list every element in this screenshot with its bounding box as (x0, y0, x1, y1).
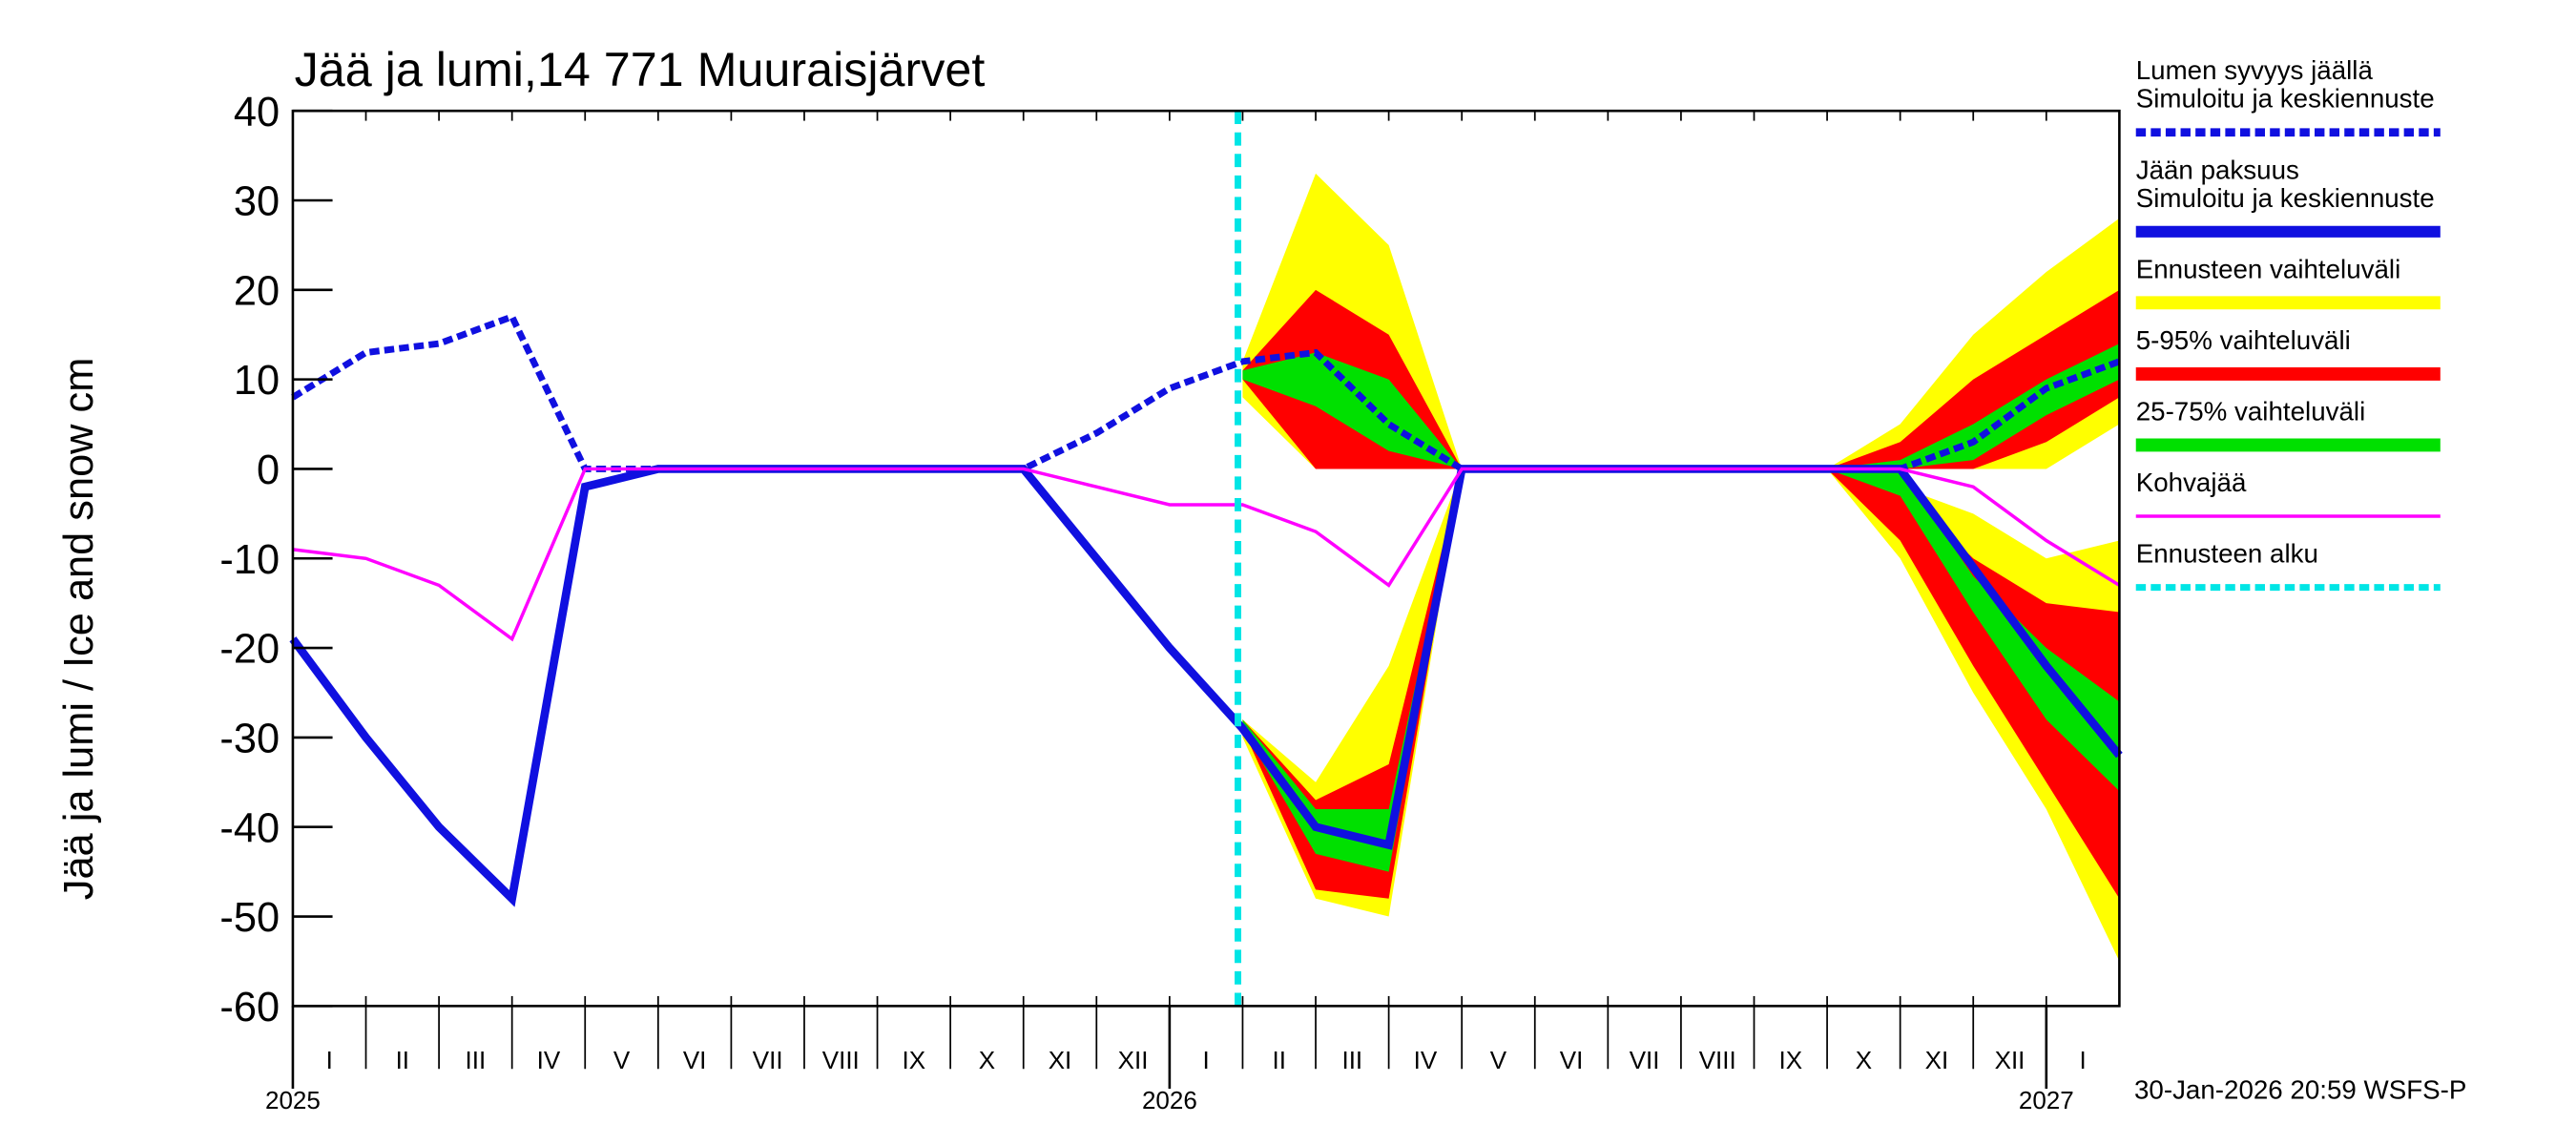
y-tick-label: -50 (219, 895, 280, 941)
x-tick-label: VII (753, 1046, 783, 1074)
x-tick-label: III (466, 1046, 487, 1074)
y-tick-label: 40 (234, 90, 280, 135)
series-line (291, 312, 2121, 472)
legend-label: Simuloitu ja keskiennuste (2136, 84, 2435, 114)
chart-title: Jää ja lumi,14 771 Muuraisjärvet (295, 42, 986, 96)
year-tick-label: 2026 (1142, 1086, 1197, 1114)
x-tick-label: X (979, 1046, 995, 1074)
x-tick-label: XII (1995, 1046, 2025, 1074)
legend-label: 5-95% vaihteluväli (2136, 325, 2351, 355)
y-tick-label: -10 (219, 537, 280, 583)
x-tick-label: III (1341, 1046, 1362, 1074)
plot-frame (291, 109, 2121, 1008)
series-line (292, 467, 2121, 642)
x-tick-label: VIII (822, 1046, 860, 1074)
y-axis-label: Jää ja lumi / Ice and snow cm (56, 358, 102, 901)
x-tick-label: I (326, 1046, 333, 1074)
series-line (289, 465, 2123, 907)
x-tick-label: II (1273, 1046, 1286, 1074)
legend-label: Simuloitu ja keskiennuste (2136, 183, 2435, 213)
x-tick-label: IV (537, 1046, 561, 1074)
x-tick-label: II (396, 1046, 409, 1074)
x-tick-label: I (1203, 1046, 1210, 1074)
footer: 30-Jan-2026 20:59 WSFS-P (2134, 1074, 2466, 1104)
legend-label: Lumen syvyys jäällä (2136, 55, 2374, 85)
x-tick-label: X (1856, 1046, 1872, 1074)
y-tick-label: -30 (219, 716, 280, 761)
x-tick-label: VI (1560, 1046, 1584, 1074)
legend-label: Kohvajää (2136, 468, 2247, 497)
x-tick-label: XI (1049, 1046, 1072, 1074)
legend-label: Jään paksuus (2136, 155, 2299, 184)
x-tick-label: IX (903, 1046, 926, 1074)
x-tick-label: I (2079, 1046, 2086, 1074)
x-tick-label: VI (683, 1046, 707, 1074)
y-tick-label: -40 (219, 805, 280, 851)
x-tick-label: V (613, 1046, 631, 1074)
legend-label: 25-75% vaihteluväli (2136, 396, 2366, 426)
y-tick-label: 20 (234, 268, 280, 314)
x-tick-label: VIII (1699, 1046, 1736, 1074)
x-tick-label: VII (1630, 1046, 1660, 1074)
y-tick-label: 10 (234, 358, 280, 404)
y-tick-label: 30 (234, 179, 280, 225)
x-tick-label: IV (1414, 1046, 1438, 1074)
x-tick-label: IX (1778, 1046, 1802, 1074)
band (1242, 289, 2120, 469)
year-tick-label: 2027 (2019, 1086, 2074, 1114)
year-tick-label: 2025 (265, 1086, 321, 1114)
y-tick-label: -60 (219, 985, 280, 1030)
legend-label: Ennusteen vaihteluväli (2136, 254, 2401, 283)
y-tick-label: -20 (219, 627, 280, 673)
x-tick-label: XII (1118, 1046, 1149, 1074)
x-tick-label: V (1490, 1046, 1507, 1074)
legend-label: Ennusteen alku (2136, 539, 2318, 569)
y-tick-label: 0 (257, 448, 280, 493)
x-tick-label: XI (1925, 1046, 1949, 1074)
